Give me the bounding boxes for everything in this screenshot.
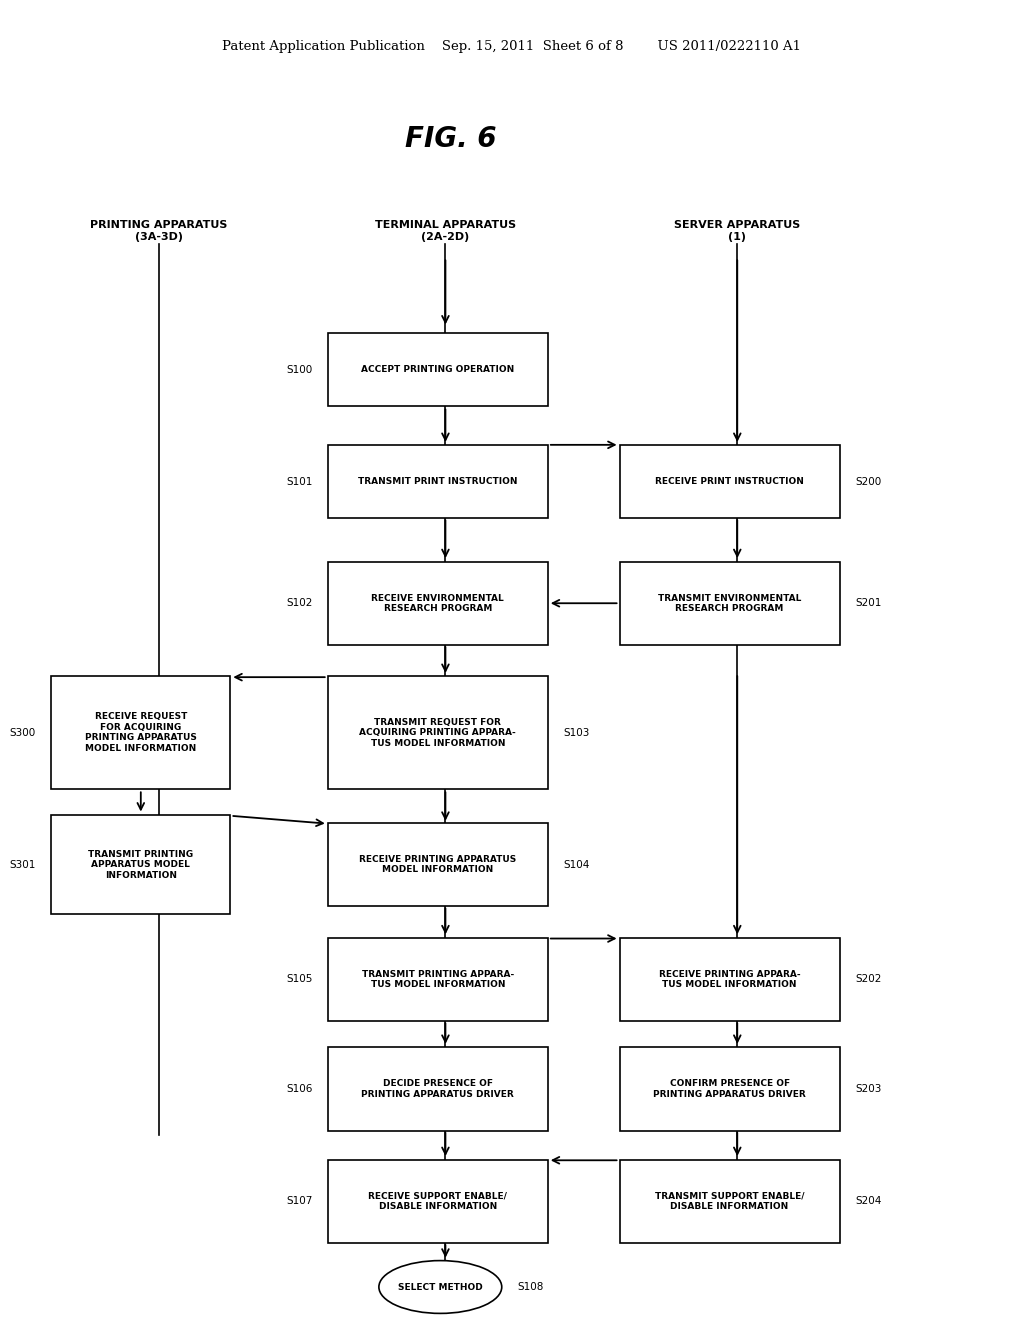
Text: SERVER APPARATUS
(1): SERVER APPARATUS (1) <box>674 220 801 242</box>
FancyBboxPatch shape <box>620 1048 840 1130</box>
FancyBboxPatch shape <box>328 937 548 1022</box>
FancyBboxPatch shape <box>51 814 230 913</box>
FancyBboxPatch shape <box>328 676 548 788</box>
Text: RECEIVE ENVIRONMENTAL
RESEARCH PROGRAM: RECEIVE ENVIRONMENTAL RESEARCH PROGRAM <box>372 594 504 612</box>
Text: S107: S107 <box>286 1196 312 1206</box>
Text: TRANSMIT PRINT INSTRUCTION: TRANSMIT PRINT INSTRUCTION <box>358 478 517 486</box>
Text: S106: S106 <box>286 1084 312 1094</box>
Text: S203: S203 <box>855 1084 882 1094</box>
Text: TRANSMIT SUPPORT ENABLE/
DISABLE INFORMATION: TRANSMIT SUPPORT ENABLE/ DISABLE INFORMA… <box>655 1192 804 1210</box>
Text: PRINTING APPARATUS
(3A-3D): PRINTING APPARATUS (3A-3D) <box>90 220 227 242</box>
FancyBboxPatch shape <box>51 676 230 788</box>
Text: SELECT METHOD: SELECT METHOD <box>398 1283 482 1291</box>
Text: TRANSMIT PRINTING APPARA-
TUS MODEL INFORMATION: TRANSMIT PRINTING APPARA- TUS MODEL INFO… <box>361 970 514 989</box>
FancyBboxPatch shape <box>328 562 548 644</box>
FancyBboxPatch shape <box>328 1160 548 1243</box>
Text: RECEIVE PRINTING APPARATUS
MODEL INFORMATION: RECEIVE PRINTING APPARATUS MODEL INFORMA… <box>359 855 516 874</box>
Text: RECEIVE REQUEST
FOR ACQUIRING
PRINTING APPARATUS
MODEL INFORMATION: RECEIVE REQUEST FOR ACQUIRING PRINTING A… <box>85 713 197 752</box>
Text: Patent Application Publication    Sep. 15, 2011  Sheet 6 of 8        US 2011/022: Patent Application Publication Sep. 15, … <box>222 40 802 53</box>
Text: RECEIVE PRINT INSTRUCTION: RECEIVE PRINT INSTRUCTION <box>655 478 804 486</box>
Text: RECEIVE SUPPORT ENABLE/
DISABLE INFORMATION: RECEIVE SUPPORT ENABLE/ DISABLE INFORMAT… <box>369 1192 507 1210</box>
Ellipse shape <box>379 1261 502 1313</box>
Text: S300: S300 <box>9 727 36 738</box>
Text: S201: S201 <box>855 598 882 609</box>
FancyBboxPatch shape <box>620 562 840 644</box>
Text: S204: S204 <box>855 1196 882 1206</box>
FancyBboxPatch shape <box>620 445 840 517</box>
FancyBboxPatch shape <box>328 333 548 407</box>
Text: FIG. 6: FIG. 6 <box>404 124 497 153</box>
Text: RECEIVE PRINTING APPARA-
TUS MODEL INFORMATION: RECEIVE PRINTING APPARA- TUS MODEL INFOR… <box>658 970 801 989</box>
Text: TERMINAL APPARATUS
(2A-2D): TERMINAL APPARATUS (2A-2D) <box>375 220 516 242</box>
FancyBboxPatch shape <box>328 445 548 517</box>
Text: TRANSMIT REQUEST FOR
ACQUIRING PRINTING APPARA-
TUS MODEL INFORMATION: TRANSMIT REQUEST FOR ACQUIRING PRINTING … <box>359 718 516 747</box>
FancyBboxPatch shape <box>328 1048 548 1130</box>
Text: S301: S301 <box>9 859 36 870</box>
Text: S100: S100 <box>286 364 312 375</box>
Text: S104: S104 <box>563 859 590 870</box>
Text: DECIDE PRESENCE OF
PRINTING APPARATUS DRIVER: DECIDE PRESENCE OF PRINTING APPARATUS DR… <box>361 1080 514 1098</box>
FancyBboxPatch shape <box>620 937 840 1022</box>
Text: TRANSMIT PRINTING
APPARATUS MODEL
INFORMATION: TRANSMIT PRINTING APPARATUS MODEL INFORM… <box>88 850 194 879</box>
Text: S108: S108 <box>517 1282 544 1292</box>
Text: S102: S102 <box>286 598 312 609</box>
Text: S202: S202 <box>855 974 882 985</box>
FancyBboxPatch shape <box>620 1160 840 1243</box>
Text: S105: S105 <box>286 974 312 985</box>
FancyBboxPatch shape <box>328 824 548 906</box>
Text: S101: S101 <box>286 477 312 487</box>
Text: S200: S200 <box>855 477 882 487</box>
Text: S103: S103 <box>563 727 590 738</box>
Text: CONFIRM PRESENCE OF
PRINTING APPARATUS DRIVER: CONFIRM PRESENCE OF PRINTING APPARATUS D… <box>653 1080 806 1098</box>
Text: ACCEPT PRINTING OPERATION: ACCEPT PRINTING OPERATION <box>361 366 514 374</box>
Text: TRANSMIT ENVIRONMENTAL
RESEARCH PROGRAM: TRANSMIT ENVIRONMENTAL RESEARCH PROGRAM <box>657 594 802 612</box>
